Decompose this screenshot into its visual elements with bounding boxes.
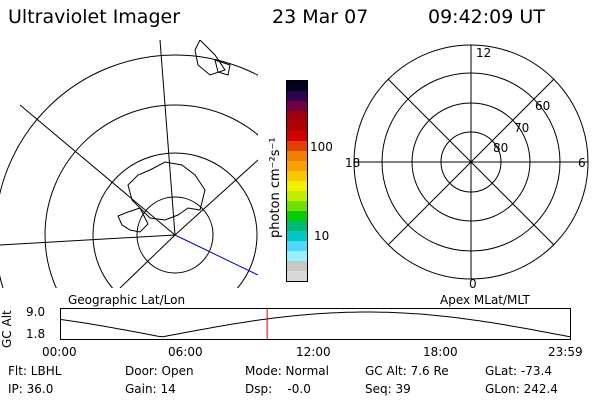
colorbar-segment xyxy=(287,211,307,221)
timeline-xtick: 18:00 xyxy=(423,345,458,359)
colorbar-segment xyxy=(287,131,307,141)
colorbar-segment xyxy=(287,271,307,281)
instrument-title: Ultraviolet Imager xyxy=(8,6,181,28)
colorbar-segment xyxy=(287,231,307,241)
colorbar-segment xyxy=(287,201,307,211)
geographic-map-label: Geographic Lat/Lon xyxy=(68,293,186,307)
coastline xyxy=(214,59,231,76)
colorbar-tick-label: 100 xyxy=(310,140,333,154)
apex-polar-plot: 12 0 18 6 60 70 80 xyxy=(345,44,589,290)
timeline-xtick: 12:00 xyxy=(296,345,331,359)
colorbar-segment xyxy=(287,141,307,151)
mlt-label-bottom: 0 xyxy=(469,277,477,290)
coastline xyxy=(117,207,149,233)
colorbar-segment xyxy=(287,241,307,251)
timeline-xtick: 06:00 xyxy=(168,345,203,359)
timeline-ytick: 9.0 xyxy=(26,305,46,319)
coastline xyxy=(194,40,226,76)
date-label: 23 Mar 07 xyxy=(272,6,369,28)
colorbar-segment xyxy=(287,121,307,131)
colorbar-segment xyxy=(287,171,307,181)
door-info: Door: Open xyxy=(125,364,194,378)
colorbar-segment xyxy=(287,161,307,171)
filter-info: Flt: LBHL xyxy=(8,364,62,378)
colorbar-segment xyxy=(287,221,307,231)
lat-circle xyxy=(136,196,214,274)
timeline-frame xyxy=(60,308,571,340)
meridian-line xyxy=(19,104,176,236)
lat-circle xyxy=(44,104,258,288)
mlt-label-top: 12 xyxy=(476,46,491,60)
mlt-label-right: 6 xyxy=(578,156,586,170)
mlat-label: 80 xyxy=(493,141,508,155)
gain-info: Gain: 14 xyxy=(125,382,176,396)
mlat-label: 70 xyxy=(514,121,529,135)
color-bar xyxy=(286,80,308,282)
colorbar-segment xyxy=(287,191,307,201)
lat-circle xyxy=(0,54,258,288)
glon-info: GLon: 242.4 xyxy=(485,382,558,396)
colorbar-unit-label: photon cm⁻²s⁻¹ xyxy=(268,137,283,238)
timeline-xtick: 00:00 xyxy=(42,345,77,359)
mlt-line xyxy=(387,78,555,246)
colorbar-segment xyxy=(287,111,307,121)
timeline-xtick: 23:59 xyxy=(548,345,583,359)
mlat-label: 60 xyxy=(535,99,550,113)
lat-circle xyxy=(92,152,258,288)
timeline-y-label: GC Alt xyxy=(0,310,14,348)
colorbar-segment xyxy=(287,91,307,101)
colorbar-segment xyxy=(287,261,307,271)
antarctica-coastline xyxy=(127,161,206,221)
glat-info: GLat: -73.4 xyxy=(485,364,552,378)
meridian-line xyxy=(174,159,258,236)
colorbar-segment xyxy=(287,151,307,161)
colorbar-tick-label: 10 xyxy=(314,229,330,243)
colorbar-segment xyxy=(287,181,307,191)
ip-info: IP: 36.0 xyxy=(8,382,54,396)
geographic-map xyxy=(0,40,258,288)
meridian-line xyxy=(0,234,176,246)
colorbar-segment xyxy=(287,101,307,111)
colorbar-segment xyxy=(287,81,307,91)
sun-direction-line xyxy=(174,234,258,276)
timeline-ytick: 1.8 xyxy=(26,327,46,341)
gc-alt-info: GC Alt: 7.6 Re xyxy=(365,364,449,378)
dsp-info: Dsp: -0.0 xyxy=(245,382,311,396)
colorbar-segment xyxy=(287,251,307,261)
time-label: 09:42:09 UT xyxy=(428,6,545,28)
seq-info: Seq: 39 xyxy=(365,382,411,396)
altitude-curve xyxy=(60,311,572,338)
mode-info: Mode: Normal xyxy=(245,364,329,378)
altitude-timeline xyxy=(60,308,572,340)
meridian-line xyxy=(159,40,176,236)
mlt-label-left: 18 xyxy=(345,156,360,170)
apex-map-label: Apex MLat/MLT xyxy=(440,293,530,307)
meridian-line xyxy=(119,234,176,288)
